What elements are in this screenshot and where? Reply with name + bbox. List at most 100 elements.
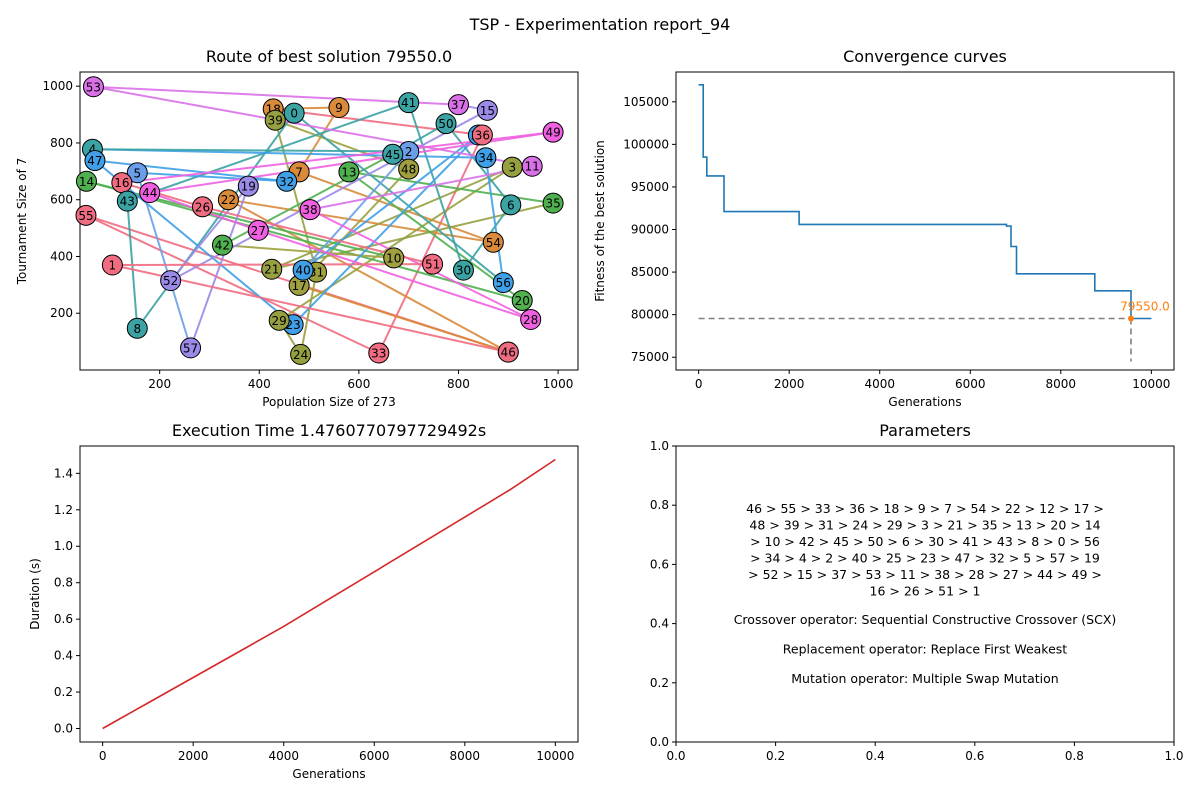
parameters-ytick-label: 0.8 [650, 498, 669, 512]
city-marker [368, 342, 390, 364]
city-marker [398, 92, 420, 114]
city-marker [84, 150, 106, 172]
city-marker [192, 196, 214, 218]
city-label: 2 [405, 145, 413, 159]
city-label: 52 [163, 274, 178, 288]
city-marker [247, 219, 269, 241]
execution-time-xtick-label: 10000 [536, 749, 574, 763]
route-edge [93, 85, 533, 168]
route-text-line: 48 > 39 > 31 > 24 > 29 > 3 > 21 > 35 > 1… [749, 518, 1100, 533]
route-edge [273, 106, 339, 110]
route-edge [348, 171, 523, 302]
route-text-line: 16 > 26 > 51 > 1 [870, 584, 981, 599]
execution-time-subplot: Execution Time 1.4760770797729492s 0 2000 4… [28, 421, 579, 781]
city-label: 11 [525, 160, 540, 174]
route-xlabel: Population Size of 273 [262, 395, 396, 409]
route-ytick-label: 600 [50, 193, 73, 207]
route-edge [293, 112, 504, 284]
city-label: 41 [401, 96, 416, 110]
route-edge [278, 166, 513, 322]
city-marker [435, 113, 457, 135]
route-edge [137, 171, 287, 183]
city-marker [497, 341, 519, 363]
city-marker [383, 247, 405, 269]
parameters-xtick-label: 0.2 [766, 749, 785, 763]
route-xtick-label: 600 [347, 377, 370, 391]
city-label: 17 [291, 279, 306, 293]
city-marker [520, 308, 542, 330]
city-label: 28 [523, 313, 538, 327]
city-label: 30 [456, 264, 471, 278]
city-label: 46 [501, 346, 516, 360]
best-fitness-label: 79550.0 [1120, 299, 1170, 313]
convergence-axes-frame [675, 71, 1175, 371]
city-label: 5 [133, 166, 141, 180]
parameters-ytick-label: 1.0 [650, 439, 669, 453]
convergence-xtick-label: 4000 [864, 377, 895, 391]
city-label: 7 [295, 165, 303, 179]
route-xtick-label: 200 [148, 377, 171, 391]
city-label: 32 [279, 175, 294, 189]
city-marker [211, 234, 233, 256]
city-marker [160, 270, 182, 292]
city-label: 38 [302, 203, 317, 217]
parameters-axes-frame [675, 445, 1175, 743]
parameters-xtick-label: 0.8 [1065, 749, 1084, 763]
route-edge [299, 271, 318, 355]
execution-time-xtick-label: 2000 [178, 749, 209, 763]
convergence-xtick-label: 8000 [1046, 377, 1077, 391]
convergence-ylabel: Fitness of the best solution [593, 140, 607, 302]
city-label: 16 [114, 176, 129, 190]
city-marker [422, 253, 444, 275]
route-text-line: 46 > 55 > 33 > 36 > 18 > 9 > 7 > 54 > 22… [746, 501, 1104, 516]
convergence-ytick-label: 105000 [623, 95, 669, 109]
execution-time-ytick-label: 1.2 [54, 503, 73, 517]
convergence-ytick-label: 85000 [631, 265, 669, 279]
city-label: 10 [386, 251, 401, 265]
operator-text: Mutation operator: Multiple Swap Mutatio… [791, 671, 1058, 686]
parameters-xtick-label: 0.6 [965, 749, 984, 763]
route-text-line: > 10 > 42 > 45 > 50 > 6 > 30 > 41 > 43 >… [750, 534, 1100, 549]
convergence-subplot: Convergence curves 0 2000 4000 6000 8000 10000… [593, 47, 1175, 409]
operator-text: Crossover operator: Sequential Construct… [734, 612, 1117, 627]
execution-time-ytick-label: 0.6 [54, 612, 73, 626]
city-marker [338, 161, 360, 183]
route-edge [309, 165, 533, 211]
city-marker [328, 96, 350, 118]
city-label: 6 [507, 198, 515, 212]
route-edge [86, 180, 394, 259]
city-label: 20 [515, 294, 530, 308]
execution-time-axes-frame [79, 445, 579, 743]
city-marker [382, 143, 404, 165]
execution-time-xtick-label: 8000 [450, 749, 481, 763]
city-label: 13 [341, 165, 356, 179]
route-xtick-label: 1000 [543, 377, 574, 391]
route-edge [86, 180, 523, 302]
convergence-ytick-label: 90000 [631, 223, 669, 237]
execution-time-xtick-label: 6000 [359, 749, 390, 763]
city-marker [482, 231, 504, 253]
city-label: 9 [335, 101, 343, 115]
city-marker [292, 259, 314, 281]
parameters-ytick-label: 0.0 [650, 735, 669, 749]
execution-time-ylabel: Duration (s) [28, 558, 42, 630]
city-marker [264, 109, 286, 131]
route-ytick-label: 800 [50, 136, 73, 150]
city-marker [476, 99, 498, 121]
city-marker [283, 102, 305, 124]
route-ytick-label: 400 [50, 249, 73, 263]
figure-suptitle: TSP - Experimentation report_94 [469, 15, 731, 35]
city-label: 51 [425, 258, 440, 272]
city-label: 37 [451, 98, 466, 112]
city-marker [500, 194, 522, 216]
route-edge [348, 170, 554, 205]
city-marker [290, 343, 312, 365]
parameters-title: Parameters [879, 421, 971, 440]
city-label: 50 [438, 117, 453, 131]
city-marker [511, 289, 533, 311]
route-edge [189, 185, 250, 349]
execution-time-ytick-label: 0.8 [54, 576, 73, 590]
